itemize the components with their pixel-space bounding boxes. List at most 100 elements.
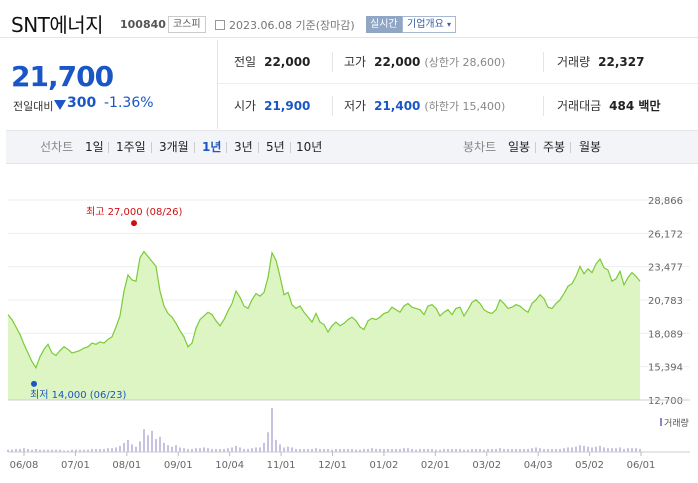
base-date: 2023.06.08 기준(장마감) xyxy=(229,19,355,32)
volume-bar xyxy=(87,449,89,452)
volume-bar xyxy=(523,448,525,452)
candle-daily[interactable]: 일봉 xyxy=(508,140,531,154)
candle-weekly[interactable]: 주봉 xyxy=(543,140,566,154)
volume-bar xyxy=(467,449,469,452)
volume-bar xyxy=(379,448,381,452)
volume-bar xyxy=(511,448,513,452)
volume-bar xyxy=(355,449,357,452)
stat-label: 저가 xyxy=(344,99,367,113)
volume-bar xyxy=(571,447,573,452)
volume-bar xyxy=(231,447,233,452)
volume-bar xyxy=(459,448,461,452)
volume-bar xyxy=(143,429,145,452)
price-chart[interactable]: 28,866 26,172 23,477 20,783 18,089 15,394 12,7… xyxy=(0,180,698,483)
volume-bar xyxy=(235,445,237,452)
volume-bar xyxy=(31,449,33,452)
y-tick-label: 20,783 xyxy=(648,296,683,307)
volume-bar xyxy=(583,445,585,452)
stat-label: 거래대금 xyxy=(557,99,602,113)
stat-value: 21,900 xyxy=(264,99,311,113)
divider xyxy=(258,142,259,153)
period-1w[interactable]: 1주일 xyxy=(116,140,146,154)
volume-bar xyxy=(291,447,293,452)
volume-bar xyxy=(167,445,169,452)
y-tick-label: 28,866 xyxy=(648,196,683,207)
volume-bar xyxy=(179,447,181,452)
volume-bar xyxy=(471,448,473,452)
volume-bar xyxy=(359,449,361,452)
volume-bar xyxy=(551,448,553,452)
stat-label: 전일 xyxy=(234,55,257,69)
divider xyxy=(535,142,536,153)
volume-bar xyxy=(535,447,537,452)
volume-bar xyxy=(79,449,81,452)
volume-bar xyxy=(599,445,601,452)
volume-bar xyxy=(11,449,13,452)
period-10y[interactable]: 10년 xyxy=(296,140,323,154)
volume-bar xyxy=(51,449,53,452)
volume-bar xyxy=(19,448,21,452)
volume-bar xyxy=(635,448,637,452)
realtime-button[interactable]: 실시간 xyxy=(366,16,402,33)
calendar-icon xyxy=(215,20,225,30)
stat-value: 22,000 xyxy=(264,55,311,69)
price-change: 300 xyxy=(67,95,97,111)
volume-bar xyxy=(423,448,425,452)
candle-monthly[interactable]: 월봉 xyxy=(579,140,602,154)
volume-bar xyxy=(227,448,229,452)
volume-bar xyxy=(499,448,501,452)
volume-bar xyxy=(443,448,445,452)
volume-bar xyxy=(587,446,589,452)
y-tick-label: 23,477 xyxy=(648,263,683,274)
volume-bar xyxy=(35,448,37,452)
volume-bar xyxy=(363,448,365,452)
volume-bar xyxy=(255,447,257,452)
period-1y[interactable]: 1년 xyxy=(202,140,222,154)
volume-bar xyxy=(371,448,373,452)
x-tick-label: 03/02 xyxy=(472,460,501,471)
volume-bar xyxy=(639,448,641,452)
volume-bar xyxy=(199,448,201,452)
volume-bar xyxy=(435,449,437,452)
company-overview-dropdown[interactable]: 기업개요 ▾ xyxy=(402,16,457,33)
x-tick-label: 02/01 xyxy=(421,460,450,471)
volume-bar xyxy=(483,449,485,452)
x-tick-label: 10/04 xyxy=(215,460,244,471)
volume-bar xyxy=(383,448,385,452)
volume-bar xyxy=(419,448,421,452)
volume-bar xyxy=(611,448,613,452)
volume-bar xyxy=(27,448,29,452)
volume-bar xyxy=(71,449,73,452)
volume-bar xyxy=(23,448,25,452)
divider xyxy=(543,52,544,72)
volume-bar xyxy=(351,448,353,452)
volume-bar xyxy=(215,448,217,452)
volume-bar xyxy=(607,448,609,452)
current-price: 21,700 xyxy=(11,60,114,93)
volume-bar xyxy=(627,448,629,452)
volume-bar xyxy=(175,445,177,452)
x-tick-label: 12/01 xyxy=(318,460,347,471)
volume-bar xyxy=(331,449,333,452)
chart-toolbar: 선차트 1일 1주일 3개월 1년 3년 5년 10년 봉차트 일봉 주봉 월봉 xyxy=(6,130,698,164)
stock-code: 100840 xyxy=(120,18,166,31)
volume-bar xyxy=(563,448,565,452)
volume-bar xyxy=(275,439,277,452)
volume-bar xyxy=(299,448,301,452)
volume-bar xyxy=(43,449,45,452)
volume-bar xyxy=(595,446,597,452)
volume-bar xyxy=(171,446,173,452)
volume-bar xyxy=(7,449,9,452)
period-3m[interactable]: 3개월 xyxy=(159,140,189,154)
period-5y[interactable]: 5년 xyxy=(266,140,285,154)
volume-bar xyxy=(267,432,269,452)
volume-bar xyxy=(295,448,297,452)
volume-bar xyxy=(211,448,213,452)
stat-label: 거래량 xyxy=(557,55,591,69)
volume-bar xyxy=(375,448,377,452)
volume-bar xyxy=(623,448,625,452)
period-3y[interactable]: 3년 xyxy=(234,140,253,154)
x-tick-label: 11/01 xyxy=(267,460,296,471)
period-1d[interactable]: 1일 xyxy=(85,140,104,154)
volume-bar xyxy=(491,448,493,452)
